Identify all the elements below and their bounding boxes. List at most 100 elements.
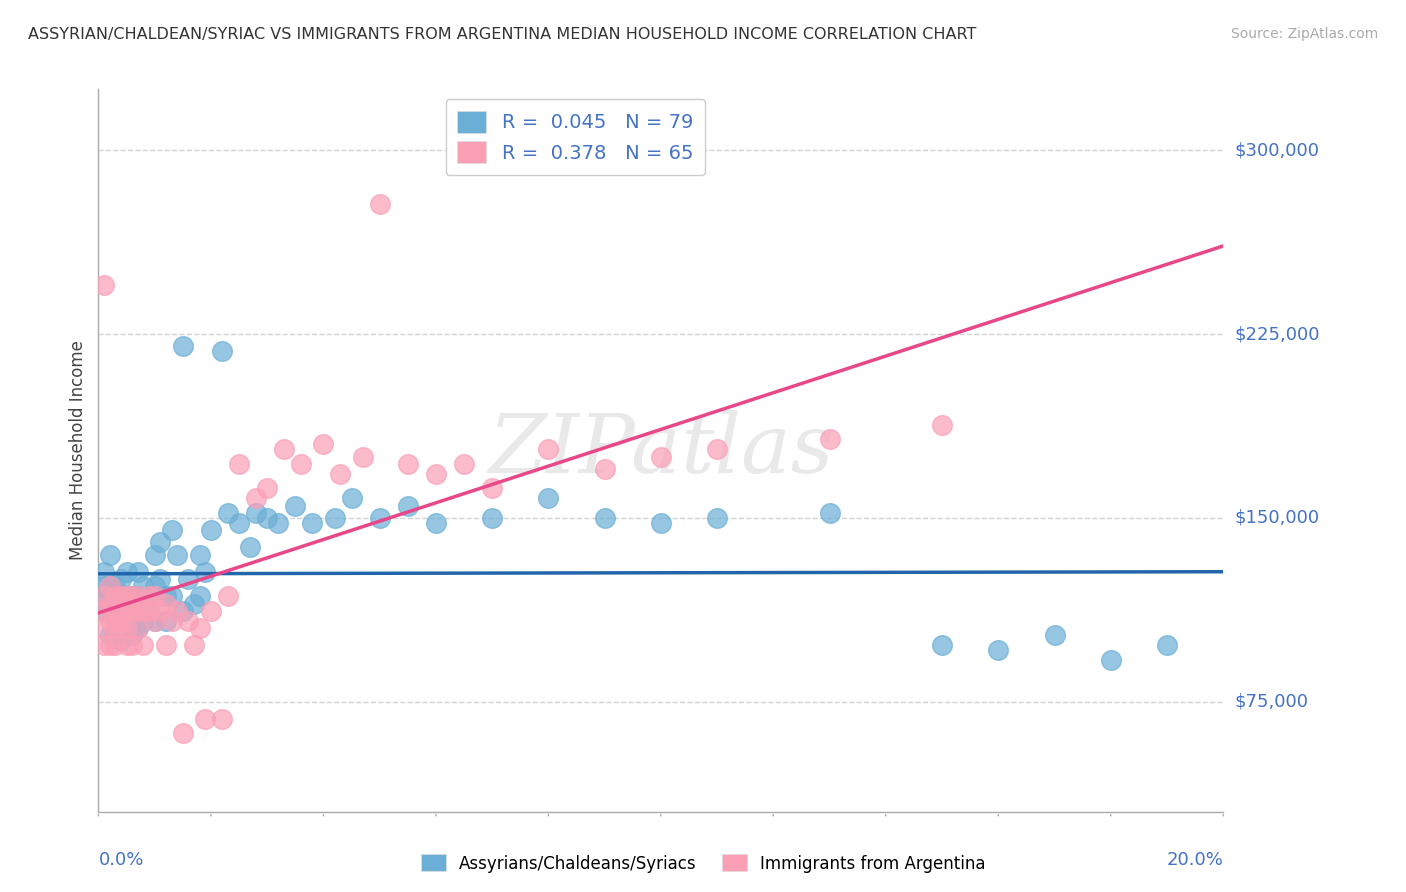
Point (301, 516, 323, 530)
Point (110, 621, 132, 635)
Point (453, 457, 475, 471)
Point (132, 638, 155, 652)
Point (138, 604, 160, 618)
Point (143, 614, 166, 628)
Point (931, 638, 953, 652)
Point (267, 516, 290, 530)
Point (98, 589, 121, 603)
Point (104, 621, 127, 635)
Point (425, 467, 447, 481)
Point (98, 597, 121, 611)
Text: $150,000: $150,000 (1234, 508, 1319, 527)
Point (425, 516, 447, 530)
Point (1156, 638, 1178, 652)
Point (104, 589, 127, 603)
Point (217, 506, 239, 520)
Point (481, 482, 503, 496)
Point (931, 417, 953, 432)
Point (132, 579, 155, 593)
Point (1043, 628, 1066, 642)
Point (593, 462, 616, 476)
Point (104, 579, 127, 593)
Point (149, 535, 172, 549)
Point (115, 604, 138, 618)
Point (650, 450, 672, 464)
Point (110, 614, 132, 628)
Legend: Assyrians/Chaldeans/Syriacs, Immigrants from Argentina: Assyrians/Chaldeans/Syriacs, Immigrants … (413, 847, 993, 880)
Point (211, 344, 233, 359)
Point (200, 604, 222, 618)
Text: 20.0%: 20.0% (1167, 851, 1223, 869)
Point (340, 491, 363, 506)
Point (312, 437, 335, 451)
Point (93, 638, 115, 652)
Point (127, 621, 149, 635)
Point (188, 621, 211, 635)
Point (172, 604, 194, 618)
Point (368, 197, 391, 211)
Point (110, 604, 132, 618)
Point (127, 604, 149, 618)
Point (155, 589, 177, 603)
Point (155, 597, 177, 611)
Point (160, 589, 183, 603)
Point (110, 589, 132, 603)
Point (256, 511, 278, 525)
Point (143, 614, 166, 628)
Point (115, 621, 138, 635)
Point (98, 548, 121, 562)
Point (104, 604, 127, 618)
Point (115, 604, 138, 618)
Point (93, 589, 115, 603)
Point (172, 339, 194, 353)
Point (706, 442, 728, 457)
Point (104, 604, 127, 618)
Point (121, 628, 143, 642)
Point (323, 511, 346, 525)
Point (104, 628, 127, 642)
Point (138, 589, 160, 603)
Point (183, 597, 205, 611)
Point (110, 621, 132, 635)
Point (290, 457, 312, 471)
Point (650, 516, 672, 530)
Point (93, 621, 115, 635)
Point (217, 589, 239, 603)
Point (183, 638, 205, 652)
Point (115, 638, 138, 652)
Point (93, 604, 115, 618)
Point (127, 565, 149, 579)
Point (155, 614, 177, 628)
Point (537, 442, 560, 457)
Point (104, 638, 127, 652)
Point (188, 548, 211, 562)
Point (98, 579, 121, 593)
Point (93, 604, 115, 618)
Point (132, 614, 155, 628)
Point (127, 604, 149, 618)
Point (160, 614, 183, 628)
Text: Source: ZipAtlas.com: Source: ZipAtlas.com (1230, 27, 1378, 41)
Point (115, 621, 138, 635)
Point (593, 511, 616, 525)
Point (396, 457, 419, 471)
Text: $75,000: $75,000 (1234, 692, 1309, 711)
Y-axis label: Median Household Income: Median Household Income (69, 341, 87, 560)
Point (110, 572, 132, 586)
Point (121, 589, 143, 603)
Point (177, 614, 200, 628)
Text: $225,000: $225,000 (1234, 325, 1320, 343)
Point (143, 589, 166, 603)
Point (115, 589, 138, 603)
Point (121, 589, 143, 603)
Point (284, 499, 307, 513)
Point (228, 457, 250, 471)
Point (104, 589, 127, 603)
Point (188, 589, 211, 603)
Point (121, 638, 143, 652)
Point (127, 589, 149, 603)
Point (110, 633, 132, 648)
Point (1099, 653, 1122, 667)
Point (98, 628, 121, 642)
Point (329, 467, 352, 481)
